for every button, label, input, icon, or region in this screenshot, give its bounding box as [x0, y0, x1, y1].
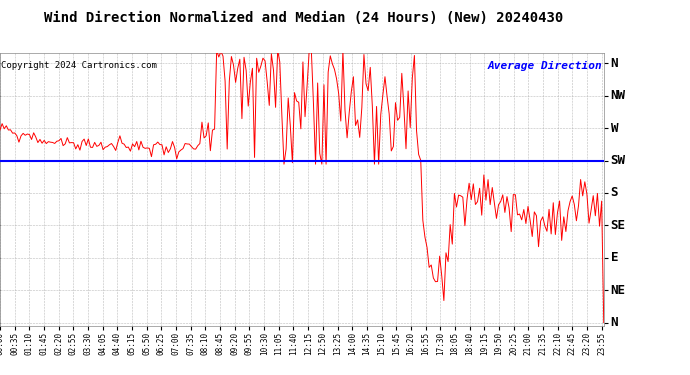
- Text: N: N: [611, 316, 618, 329]
- Text: N: N: [611, 57, 618, 70]
- Text: NW: NW: [611, 89, 626, 102]
- Text: Wind Direction Normalized and Median (24 Hours) (New) 20240430: Wind Direction Normalized and Median (24…: [44, 11, 563, 25]
- Text: Copyright 2024 Cartronics.com: Copyright 2024 Cartronics.com: [1, 61, 157, 70]
- Text: W: W: [611, 122, 618, 135]
- Text: SE: SE: [611, 219, 626, 232]
- Text: Average Direction: Average Direction: [488, 61, 602, 71]
- Text: NE: NE: [611, 284, 626, 297]
- Text: S: S: [611, 186, 618, 200]
- Text: SW: SW: [611, 154, 626, 167]
- Text: E: E: [611, 251, 618, 264]
